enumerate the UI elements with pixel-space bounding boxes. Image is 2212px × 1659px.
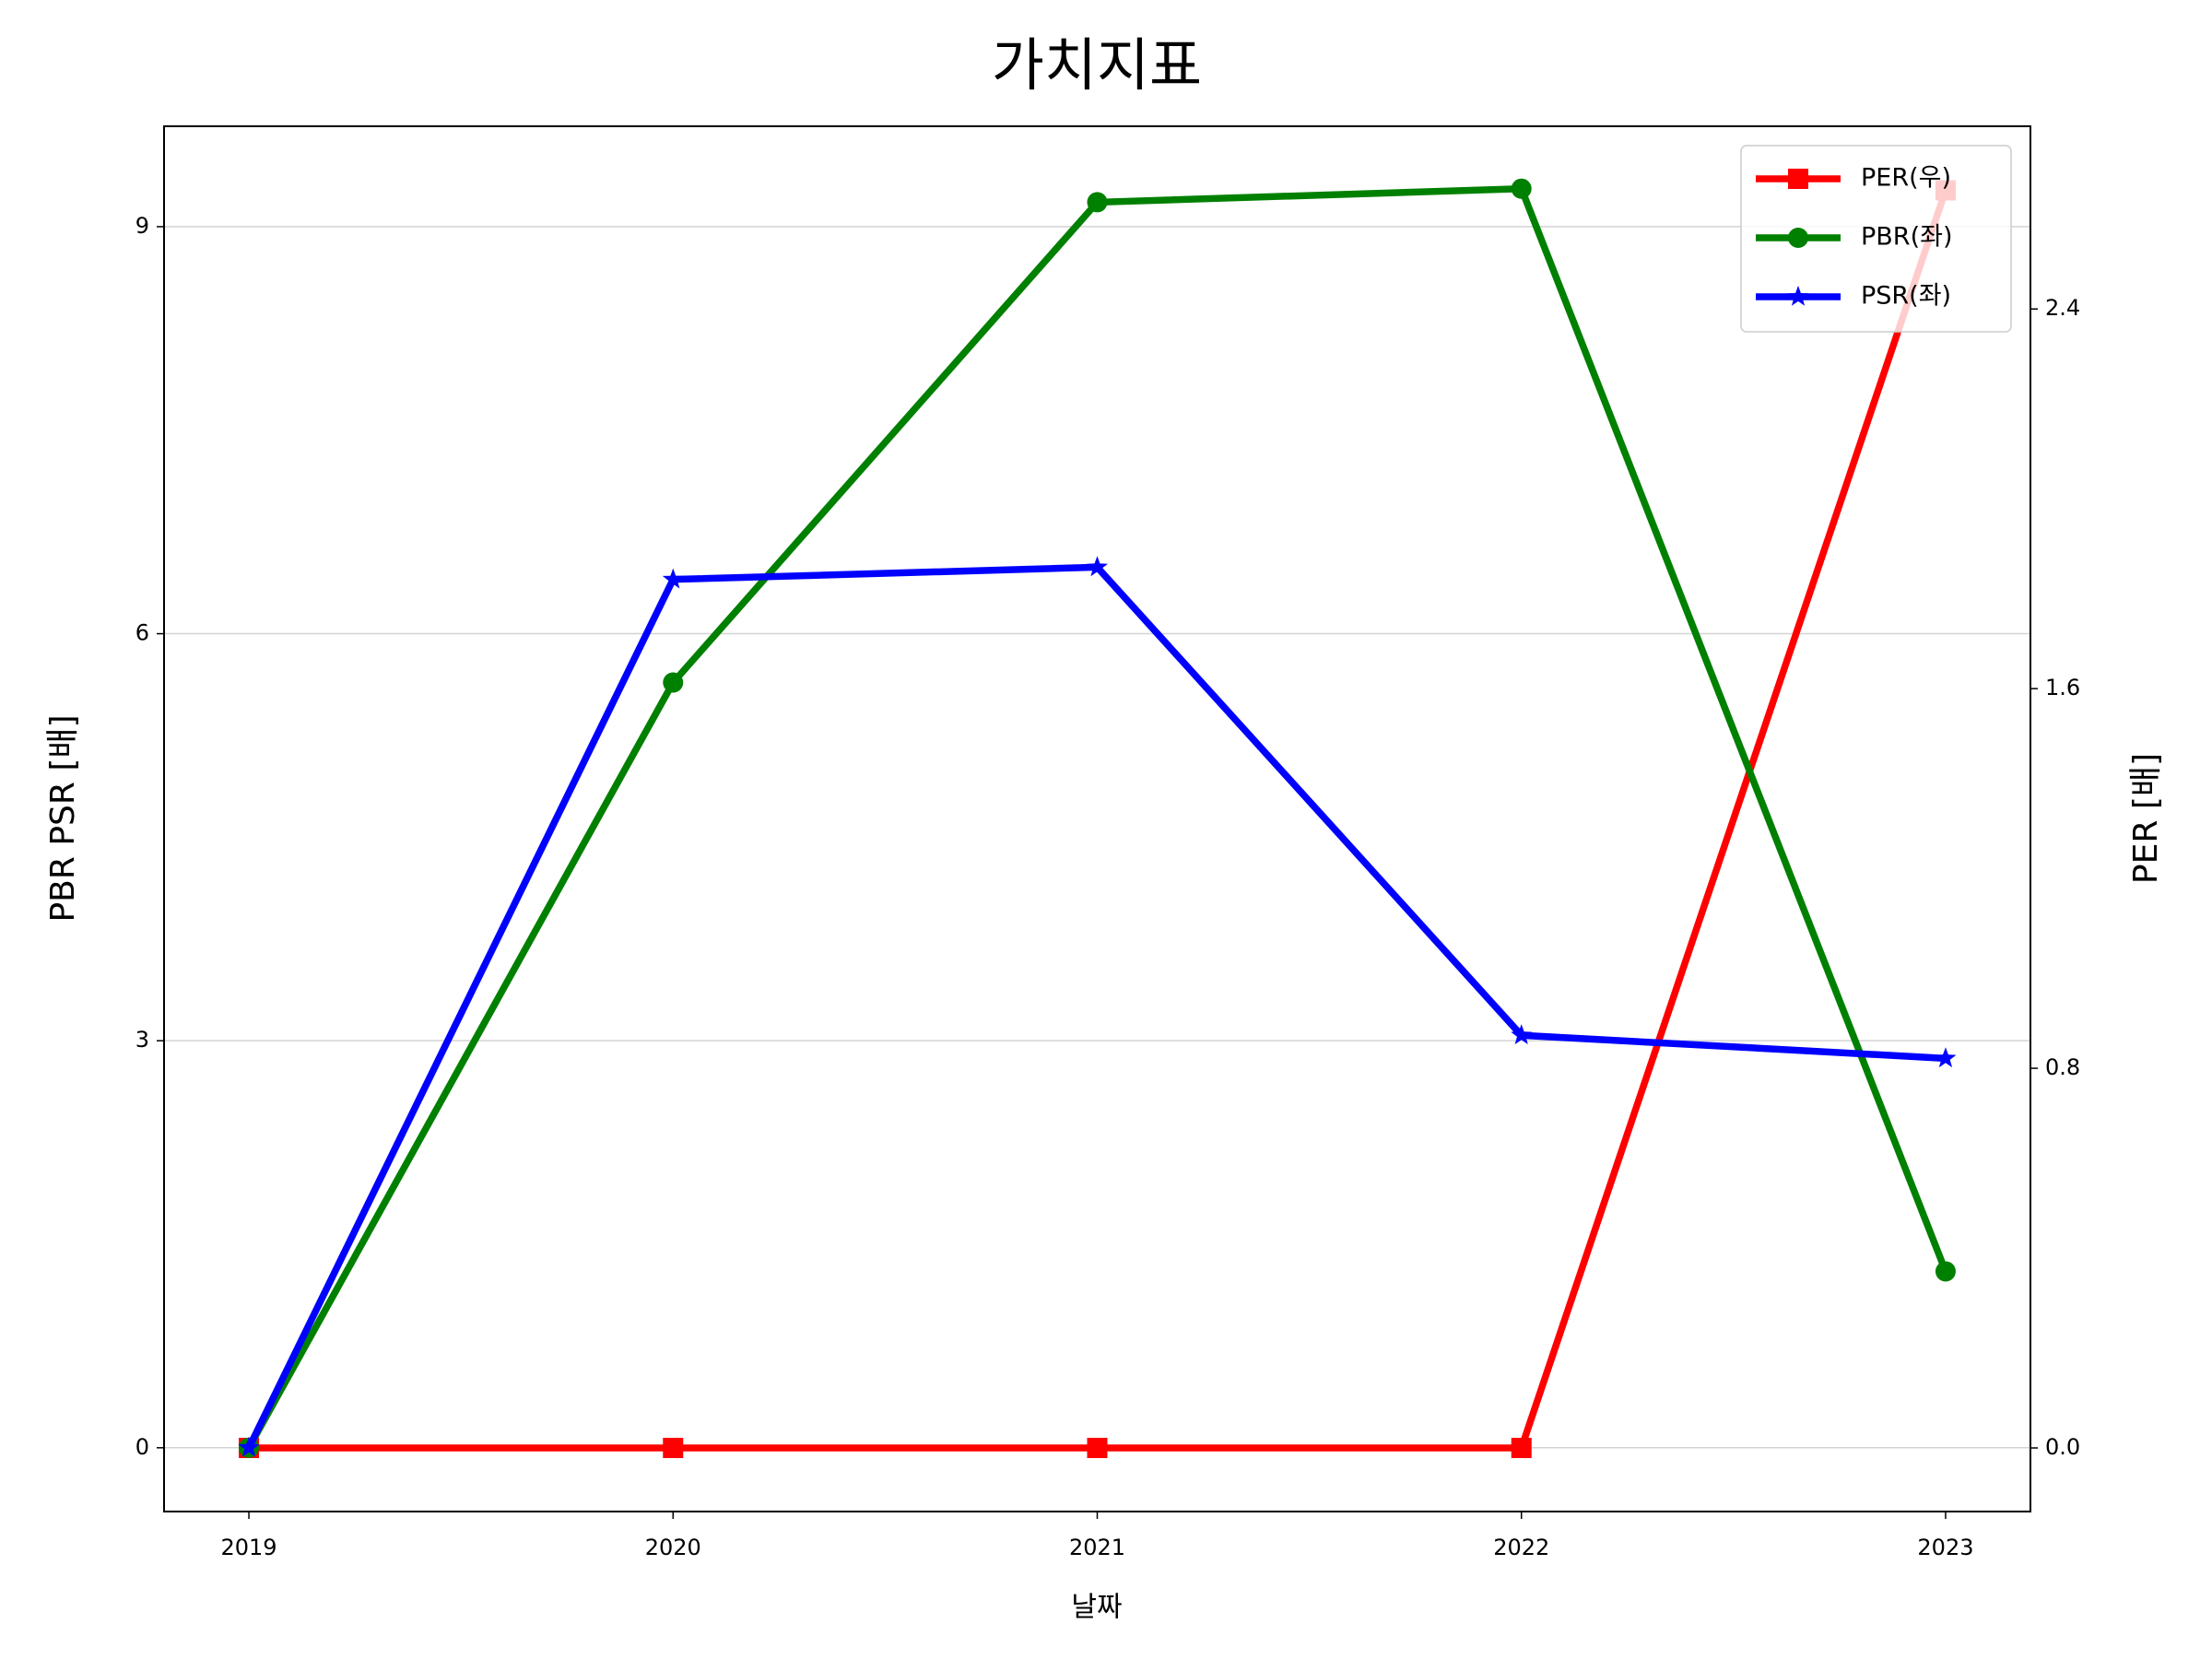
data-point [662, 568, 684, 589]
data-point [1935, 1261, 1956, 1282]
legend-marker [1787, 285, 1809, 306]
x-tick-label: 2021 [1069, 1535, 1125, 1560]
data-point [663, 1438, 684, 1459]
y-tick-label: 9 [135, 213, 149, 239]
data-point [1935, 1047, 1957, 1068]
data-point [1087, 1438, 1108, 1459]
plot-frame [163, 125, 2031, 1512]
y2-tick-label: 0.8 [2045, 1054, 2080, 1080]
data-point [663, 672, 684, 693]
legend-marker [1788, 169, 1808, 189]
chart-title: 가치지표 [992, 31, 1202, 99]
legend-label: PER(우) [1861, 164, 1951, 193]
x-tick-label: 2023 [1917, 1535, 1973, 1560]
data-point [1511, 1024, 1533, 1045]
y2-axis-label: PER [배] [2127, 753, 2165, 884]
series-group [239, 180, 1956, 1459]
legend-box [1740, 145, 2012, 333]
y2-tick-label: 1.6 [2045, 675, 2080, 700]
legend-marker [1788, 228, 1808, 248]
data-point [1087, 556, 1108, 577]
data-point [1087, 192, 1108, 213]
series-group [239, 178, 1956, 1458]
y-axis-label: PBR PSR [배] [44, 714, 82, 922]
y-tick-label: 0 [135, 1434, 149, 1460]
legend: PER(우) PBR(좌) PSR(좌) [1740, 145, 2012, 333]
data-point [238, 1436, 260, 1457]
series-group [238, 556, 1957, 1457]
x-axis-label: 날짜 [1071, 1592, 1122, 1624]
data-point [1511, 178, 1532, 199]
legend-label: PSR(좌) [1861, 282, 1951, 311]
y2-tick-label: 2.4 [2045, 295, 2080, 321]
y-tick-label: 6 [135, 620, 149, 646]
y2-tick-label: 0.0 [2045, 1434, 2080, 1460]
data-point [1511, 1438, 1532, 1459]
x-tick-label: 2022 [1493, 1535, 1549, 1560]
y-tick-label: 3 [135, 1027, 149, 1053]
series-line [245, 184, 1949, 1450]
series-line [245, 563, 1947, 1450]
x-tick-label: 2019 [221, 1535, 277, 1560]
x-tick-label: 2020 [645, 1535, 701, 1560]
series-line [249, 189, 1949, 1452]
legend-label: PBR(좌) [1861, 223, 1952, 252]
